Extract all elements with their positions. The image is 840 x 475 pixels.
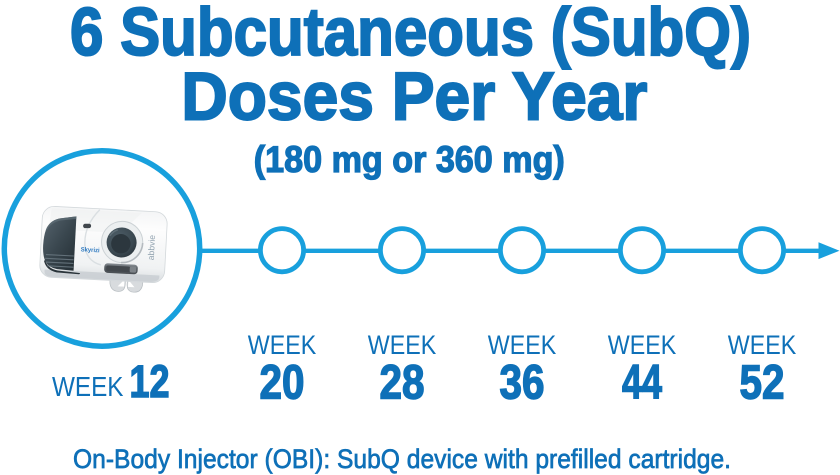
svg-text:WEEK: WEEK <box>488 330 557 360</box>
svg-text:WEEK: WEEK <box>52 371 124 402</box>
svg-text:20: 20 <box>260 356 305 410</box>
svg-text:Skyrizi: Skyrizi <box>80 246 100 254</box>
svg-text:(180 mg or 360 mg): (180 mg or 360 mg) <box>254 139 565 180</box>
svg-text:abbvie: abbvie <box>146 234 157 260</box>
svg-text:WEEK: WEEK <box>608 330 677 360</box>
svg-text:12: 12 <box>130 356 170 407</box>
svg-text:WEEK: WEEK <box>368 330 437 360</box>
svg-text:28: 28 <box>380 356 425 410</box>
svg-text:6 Subcutaneous (SubQ): 6 Subcutaneous (SubQ) <box>70 0 751 70</box>
svg-text:44: 44 <box>622 356 662 410</box>
svg-text:On-Body Injector (OBI): SubQ d: On-Body Injector (OBI): SubQ device with… <box>73 444 731 474</box>
svg-text:WEEK: WEEK <box>248 330 317 360</box>
svg-text:WEEK: WEEK <box>728 330 797 360</box>
svg-text:36: 36 <box>500 356 545 410</box>
svg-text:52: 52 <box>740 356 785 410</box>
svg-text:Doses Per Year: Doses Per Year <box>181 59 647 135</box>
